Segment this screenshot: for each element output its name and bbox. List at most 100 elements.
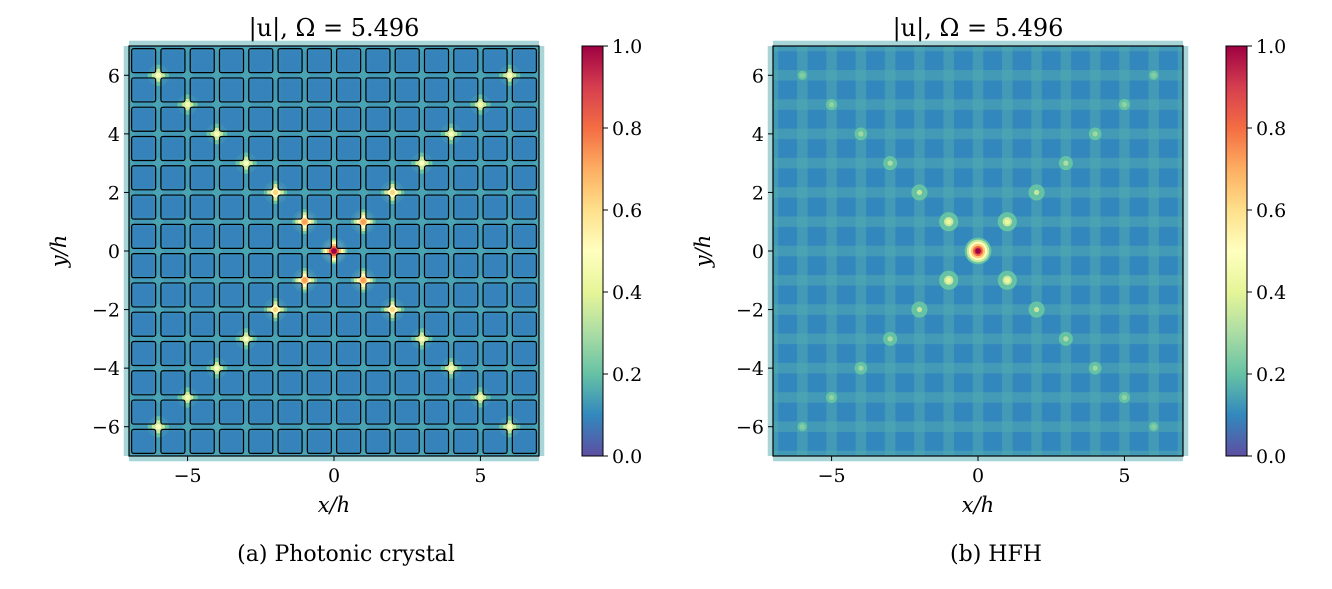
- lattice-inclusion: [453, 370, 479, 396]
- lattice-inclusion: [453, 428, 479, 454]
- lattice-inclusion: [365, 282, 391, 308]
- lattice-inclusion: [218, 48, 245, 74]
- lattice-inclusion: [306, 48, 332, 74]
- lattice-inclusion: [453, 165, 479, 191]
- panel-b: |u|, Ω = 5.496 −5 0 5 −6 −4 −2 0 2 4 6 x/h y/h 0.…: [691, 14, 1286, 567]
- lattice-inclusion: [131, 48, 157, 74]
- lattice-inclusion: [423, 106, 450, 132]
- x-tick-label: −5: [174, 465, 202, 487]
- colorbar-tick-label: 0.4: [612, 282, 642, 304]
- lattice-inclusion: [336, 340, 362, 367]
- lattice-inclusion: [306, 340, 332, 367]
- lattice-inclusion: [277, 194, 303, 220]
- lattice-inclusion: [160, 77, 186, 103]
- lattice-inclusion: [336, 48, 362, 74]
- field-peak: [184, 101, 191, 108]
- y-tick-label: 2: [752, 182, 764, 204]
- field-peak: [477, 101, 484, 108]
- lattice-inclusion: [394, 311, 420, 337]
- field-peak: [389, 189, 396, 196]
- field-peak: [1121, 101, 1128, 108]
- lattice-inclusion: [336, 77, 362, 103]
- lattice-inclusion: [453, 77, 479, 103]
- field-peak: [1004, 277, 1010, 283]
- lattice-inclusion: [511, 223, 537, 249]
- lattice-inclusion: [511, 253, 537, 279]
- lattice-inclusion: [336, 194, 362, 220]
- lattice-inclusion: [160, 399, 186, 425]
- field-band-vertical: [1002, 46, 1013, 456]
- panel-b-ticks: −5 0 5 −6 −4 −2 0 2 4 6: [736, 65, 1130, 487]
- lattice-inclusion: [248, 77, 274, 103]
- lattice-inclusion: [218, 370, 245, 396]
- lattice-inclusion: [306, 428, 332, 454]
- field-peak: [360, 219, 366, 225]
- panel-a-ylabel: y/h: [47, 235, 71, 268]
- lattice-inclusion: [511, 399, 537, 425]
- colorbar-tick-label: 1.0: [612, 36, 642, 58]
- colorbar-tick-label: 0.8: [1256, 118, 1286, 140]
- lattice-inclusion: [511, 194, 537, 220]
- field-peak: [1033, 306, 1040, 313]
- panel-a-colorbar-ticks: 0.0 0.2 0.4 0.6 0.8 1.0: [603, 36, 642, 468]
- lattice-inclusion: [394, 77, 420, 103]
- lattice-inclusion: [160, 135, 186, 162]
- y-tick-label: 2: [108, 182, 120, 204]
- lattice-inclusion: [306, 135, 332, 162]
- field-peak: [419, 160, 425, 166]
- field-peak: [507, 424, 513, 430]
- field-peak: [389, 306, 396, 313]
- lattice-inclusion: [423, 282, 450, 308]
- lattice-inclusion: [131, 77, 157, 103]
- lattice-inclusion: [160, 370, 186, 396]
- lattice-inclusion: [277, 370, 303, 396]
- field-peak: [946, 219, 952, 225]
- panel-b-colorbar: [1225, 45, 1248, 457]
- panel-a-title: |u|, Ω = 5.496: [249, 14, 420, 43]
- lattice-inclusion: [511, 370, 537, 396]
- lattice-inclusion: [365, 77, 391, 103]
- lattice-inclusion: [482, 48, 508, 74]
- lattice-inclusion: [365, 48, 391, 74]
- lattice-inclusion: [160, 106, 186, 132]
- lattice-inclusion: [336, 428, 362, 454]
- lattice-inclusion: [248, 106, 274, 132]
- lattice-inclusion: [423, 48, 450, 74]
- lattice-inclusion: [131, 428, 157, 454]
- field-band-horizontal: [773, 216, 1183, 227]
- lattice-inclusion: [218, 282, 245, 308]
- lattice-inclusion: [160, 194, 186, 220]
- field-peak: [799, 424, 805, 430]
- field-band-vertical: [358, 46, 369, 456]
- lattice-inclusion: [189, 253, 215, 279]
- lattice-inclusion: [189, 428, 215, 454]
- panel-b-title: |u|, Ω = 5.496: [893, 14, 1064, 43]
- y-tick-label: −6: [92, 417, 120, 439]
- lattice-inclusion: [511, 77, 537, 103]
- lattice-inclusion: [131, 135, 157, 162]
- lattice-inclusion: [248, 165, 274, 191]
- lattice-inclusion: [394, 282, 420, 308]
- field-band-vertical: [387, 46, 398, 456]
- field-band-horizontal: [773, 157, 1183, 169]
- field-peak: [214, 365, 220, 371]
- lattice-inclusion: [482, 311, 508, 337]
- lattice-inclusion: [160, 428, 186, 454]
- lattice-inclusion: [482, 165, 508, 191]
- field-peak: [887, 160, 893, 166]
- lattice-inclusion: [482, 223, 508, 249]
- lattice-inclusion: [131, 223, 157, 249]
- lattice-inclusion: [394, 340, 420, 367]
- field-band-vertical: [1089, 46, 1101, 456]
- lattice-inclusion: [218, 340, 245, 367]
- lattice-inclusion: [160, 340, 186, 367]
- field-peak: [1151, 424, 1157, 430]
- lattice-inclusion: [482, 77, 508, 103]
- field-band-vertical: [1148, 46, 1159, 456]
- panel-b-plot: [767, 40, 1189, 462]
- field-band-vertical: [416, 46, 428, 456]
- lattice-inclusion: [248, 223, 274, 249]
- lattice-inclusion: [160, 253, 186, 279]
- lattice-inclusion: [511, 106, 537, 132]
- lattice-inclusion: [365, 194, 391, 220]
